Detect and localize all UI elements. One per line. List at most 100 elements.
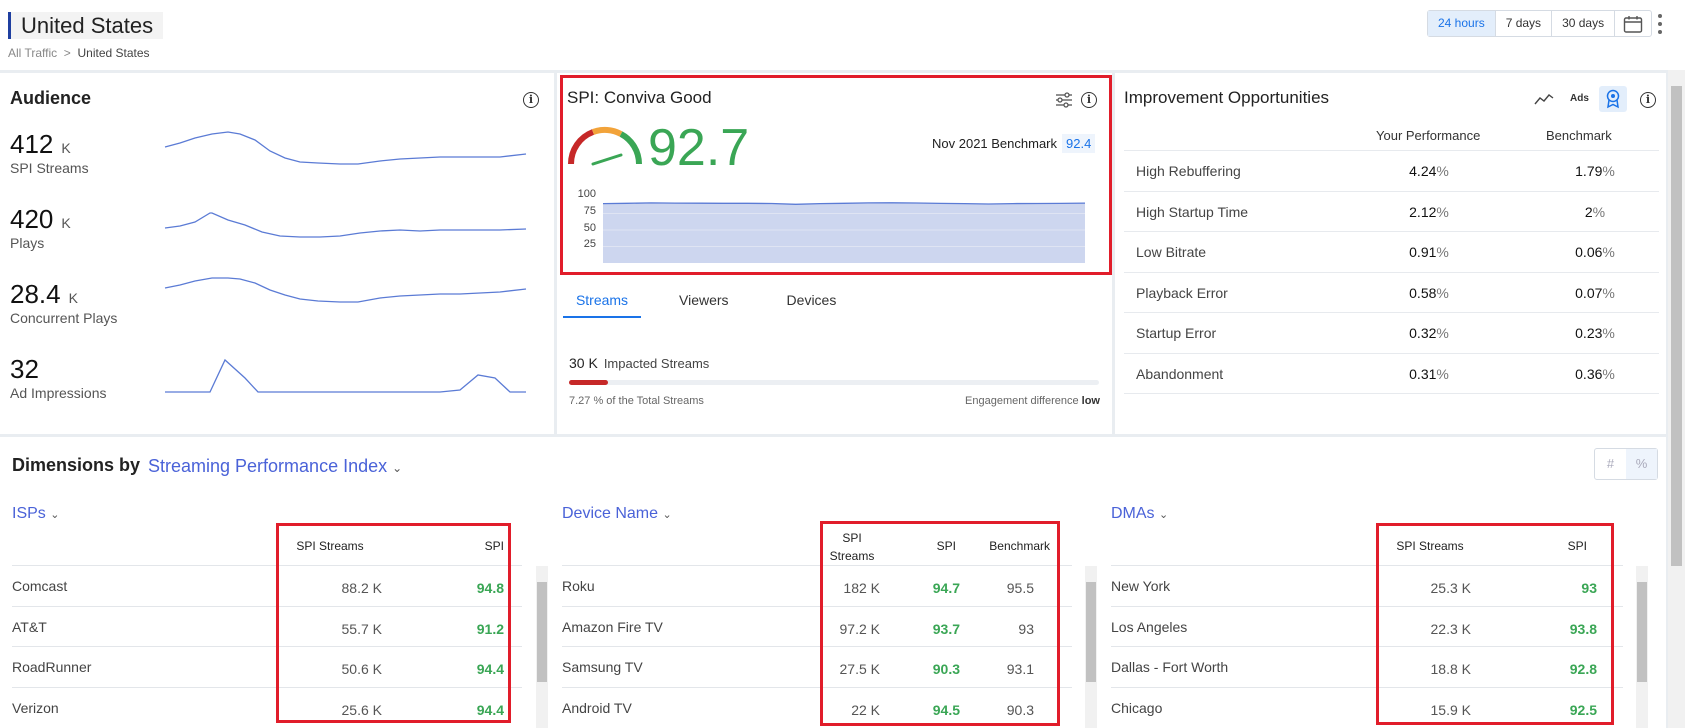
chevron-down-icon: ⌄ xyxy=(662,509,672,521)
impacted-progress-bar xyxy=(569,380,1099,385)
dmas-row[interactable]: New York 25.3 K 93 xyxy=(1111,565,1623,605)
spi-title: SPI: Conviva Good xyxy=(567,88,712,107)
metric-ad-impressions: 32 Ad Impressions xyxy=(10,354,106,401)
spi-gauge-icon xyxy=(567,126,642,166)
spi-value: 92.8 xyxy=(1569,661,1597,677)
device-dropdown[interactable]: Device Name ⌄ xyxy=(562,505,672,523)
row-name: Verizon xyxy=(12,699,59,716)
spi-streams-value: 97.2 K xyxy=(839,620,880,637)
spi-streams-value: 88.2 K xyxy=(341,580,382,596)
isp-scrollbar[interactable] xyxy=(536,566,548,728)
spi-streams-value: 15.9 K xyxy=(1430,701,1471,718)
performance-number: 2.12 xyxy=(1409,203,1437,220)
isp-col-spi-streams: SPI Streams xyxy=(296,539,364,553)
dmas-row[interactable]: Dallas - Fort Worth 18.8 K 92.8 xyxy=(1111,646,1623,686)
chevron-down-icon: ⌄ xyxy=(392,461,403,475)
toggle-count[interactable]: # xyxy=(1606,456,1615,471)
improvement-row[interactable]: Abandonment 0.31% 0.36% xyxy=(1124,352,1659,393)
breadcrumb-current: United States xyxy=(77,46,150,60)
col-benchmark: Benchmark xyxy=(1546,128,1612,143)
info-icon[interactable]: i xyxy=(1640,92,1656,108)
improvement-row[interactable]: Playback Error 0.58% 0.07% xyxy=(1124,271,1659,312)
page-header: United States All Traffic > United State… xyxy=(0,0,1685,70)
calendar-icon[interactable] xyxy=(1615,11,1651,36)
isp-dropdown[interactable]: ISPs ⌄ xyxy=(12,505,59,523)
improvement-row[interactable]: Startup Error 0.32% 0.23% xyxy=(1124,312,1659,352)
isps-row[interactable]: AT&T 55.7 K 91.2 xyxy=(12,605,522,646)
benchmark-number: 2 xyxy=(1584,203,1593,220)
time-range-selector: 24 hours 7 days 30 days xyxy=(1427,10,1653,37)
device-col-spi-streams: SPI Streams xyxy=(829,531,875,563)
row-name: New York xyxy=(1111,578,1171,594)
range-7-days[interactable]: 7 days xyxy=(1496,11,1553,36)
your-performance-value: 0.58% xyxy=(1374,285,1484,301)
spi-area-fill xyxy=(603,202,1085,263)
spi-value: 90.3 xyxy=(932,661,960,677)
row-name: Samsung TV xyxy=(562,659,643,675)
benchmark-value: 1.79% xyxy=(1540,163,1650,179)
improvement-row[interactable]: Low Bitrate 0.91% 0.06% xyxy=(1124,231,1659,271)
devices-row[interactable]: Roku 182 K 94.7 95.5 xyxy=(562,565,1072,605)
spi-area-chart xyxy=(603,202,1085,263)
your-performance-value: 4.24% xyxy=(1374,163,1484,179)
tab-viewers[interactable]: Viewers xyxy=(679,292,729,308)
isps-row[interactable]: Comcast 88.2 K 94.8 xyxy=(12,565,522,605)
range-30-days[interactable]: 30 days xyxy=(1552,11,1616,36)
benchmark-value: 0.07% xyxy=(1540,285,1650,301)
page-scrollbar[interactable] xyxy=(1668,70,1685,728)
isps-row[interactable]: RoadRunner 50.6 K 94.4 xyxy=(12,646,522,686)
row-name: Chicago xyxy=(1111,699,1163,716)
toggle-percent[interactable]: % xyxy=(1626,449,1657,479)
isps-row[interactable]: Verizon 25.6 K 94.4 xyxy=(12,686,522,727)
metric-value: 412 xyxy=(10,129,54,159)
row-name: Amazon Fire TV xyxy=(562,618,663,635)
metric-value: 32 xyxy=(10,354,39,384)
filter-sliders-icon[interactable] xyxy=(1055,92,1073,108)
range-24-hours[interactable]: 24 hours xyxy=(1428,11,1496,36)
award-badge-icon[interactable] xyxy=(1599,86,1627,112)
spi-value: 93.8 xyxy=(1569,620,1597,637)
benchmark-number: 0.23 xyxy=(1575,325,1603,341)
dma-col-spi-streams: SPI Streams xyxy=(1396,539,1464,553)
dmas-row[interactable]: Chicago 15.9 K 92.5 xyxy=(1111,686,1623,727)
isp-col-spi: SPI xyxy=(484,539,504,553)
performance-number: 0.91 xyxy=(1409,244,1437,260)
your-performance-value: 0.31% xyxy=(1374,366,1484,382)
dma-dropdown[interactable]: DMAs ⌄ xyxy=(1111,505,1168,523)
more-options-icon[interactable] xyxy=(1655,14,1665,36)
tab-devices[interactable]: Devices xyxy=(786,292,837,308)
ads-toggle[interactable]: Ads xyxy=(1570,93,1589,104)
metric-unit: K xyxy=(68,290,78,306)
dmas-row[interactable]: Los Angeles 22.3 K 93.8 xyxy=(1111,605,1623,646)
improvement-row[interactable]: High Rebuffering 4.24% 1.79% xyxy=(1124,150,1659,190)
info-icon[interactable]: i xyxy=(523,92,539,108)
y-tick-100: 100 xyxy=(577,188,596,200)
metric-dropdown[interactable]: Streaming Performance Index ⌄ xyxy=(148,456,402,477)
dma-scrollbar[interactable] xyxy=(1636,566,1648,728)
tab-streams[interactable]: Streams xyxy=(563,292,641,318)
devices-row[interactable]: Android TV 22 K 94.5 90.3 xyxy=(562,686,1072,727)
spi-value: 91.2 xyxy=(476,620,504,637)
spi-value: 94.4 xyxy=(476,701,504,718)
row-name: Los Angeles xyxy=(1111,618,1188,635)
info-icon[interactable]: i xyxy=(1081,92,1097,108)
spi-score: 92.7 xyxy=(648,119,750,177)
devices-row[interactable]: Amazon Fire TV 97.2 K 93.7 93 xyxy=(562,605,1072,646)
trend-line-icon[interactable] xyxy=(1534,92,1554,111)
impacted-label: Impacted Streams xyxy=(603,356,710,371)
benchmark-label: Nov 2021 Benchmark xyxy=(932,136,1058,151)
devices-row[interactable]: Samsung TV 27.5 K 90.3 93.1 xyxy=(562,646,1072,686)
metric-spi-streams: 412 K SPI Streams xyxy=(10,129,89,176)
metric-label: Concurrent Plays xyxy=(10,310,118,326)
improvement-panel xyxy=(1115,73,1666,434)
breadcrumb-root[interactable]: All Traffic xyxy=(8,46,58,60)
total-streams-percent: 7.27 % of the Total Streams xyxy=(569,395,704,407)
y-tick-50: 50 xyxy=(583,222,596,234)
benchmark-value: 95.5 xyxy=(1006,580,1034,596)
your-performance-value: 2.12% xyxy=(1374,204,1484,220)
y-tick-25: 25 xyxy=(583,238,596,250)
device-scrollbar[interactable] xyxy=(1085,566,1097,728)
improvement-row[interactable]: High Startup Time 2.12% 2% xyxy=(1124,190,1659,231)
breadcrumb: All Traffic > United States xyxy=(8,46,150,60)
percent-sign: % xyxy=(1436,365,1449,382)
